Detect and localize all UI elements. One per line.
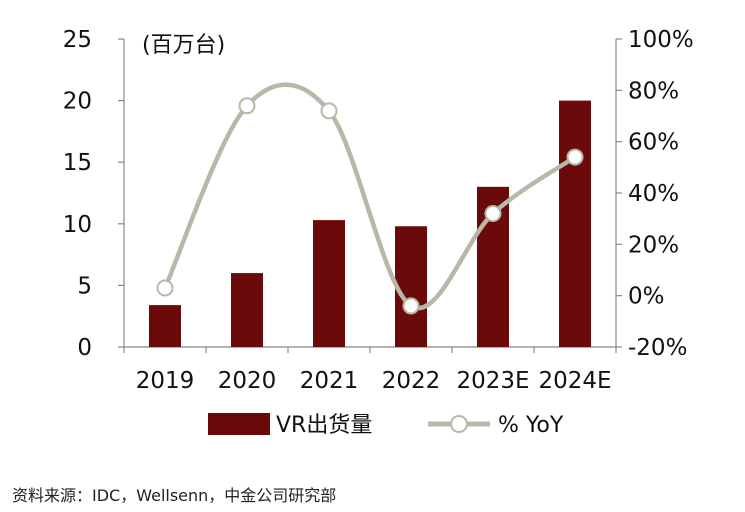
legend-line-label: % YoY xyxy=(498,413,564,438)
left-tick-label: 0 xyxy=(77,335,92,361)
bar xyxy=(559,100,591,347)
bar xyxy=(313,220,345,347)
left-tick-label: 25 xyxy=(63,27,92,53)
x-tick-label: 2022 xyxy=(382,368,441,394)
yoy-curve xyxy=(162,82,578,311)
right-tick-label: -20% xyxy=(628,335,687,361)
x-tick-label: 2024E xyxy=(538,368,611,394)
source-note: 资料来源：IDC，Wellsenn，中金公司研究部 xyxy=(12,486,337,505)
x-tick-label: 2020 xyxy=(218,368,277,394)
legend-bar-swatch xyxy=(208,413,270,435)
right-tick-label: 40% xyxy=(628,181,679,207)
bar xyxy=(149,305,181,347)
bars xyxy=(149,100,591,347)
bar xyxy=(231,273,263,347)
yoy-point xyxy=(566,148,584,166)
x-tick-label: 2023E xyxy=(456,368,529,394)
x-tick-label: 2021 xyxy=(300,368,359,394)
right-tick-label: 0% xyxy=(628,284,665,310)
yoy-line xyxy=(156,82,584,315)
legend: VR出货量 % YoY xyxy=(208,413,564,438)
unit-label: (百万台) xyxy=(142,33,225,58)
left-tick-label: 10 xyxy=(63,212,92,238)
right-tick-label: 20% xyxy=(628,232,679,258)
right-tick-label: 100% xyxy=(628,27,694,53)
bar xyxy=(395,226,427,347)
axes: 0 5 10 15 20 25 -20% 0% 20% 40% 60% 80% 100% 2019 2020… xyxy=(63,27,694,394)
left-tick-label: 15 xyxy=(63,150,92,176)
yoy-point xyxy=(402,297,420,315)
legend-line-marker xyxy=(450,415,468,433)
x-tick-label: 2019 xyxy=(136,368,195,394)
yoy-point xyxy=(156,279,174,297)
right-tick-label: 60% xyxy=(628,130,679,156)
legend-bar-label: VR出货量 xyxy=(276,413,372,438)
yoy-point xyxy=(320,102,338,120)
yoy-point xyxy=(238,97,256,115)
yoy-point xyxy=(484,205,502,223)
left-tick-label: 5 xyxy=(77,273,92,299)
right-tick-label: 80% xyxy=(628,78,679,104)
left-tick-label: 20 xyxy=(63,89,92,115)
